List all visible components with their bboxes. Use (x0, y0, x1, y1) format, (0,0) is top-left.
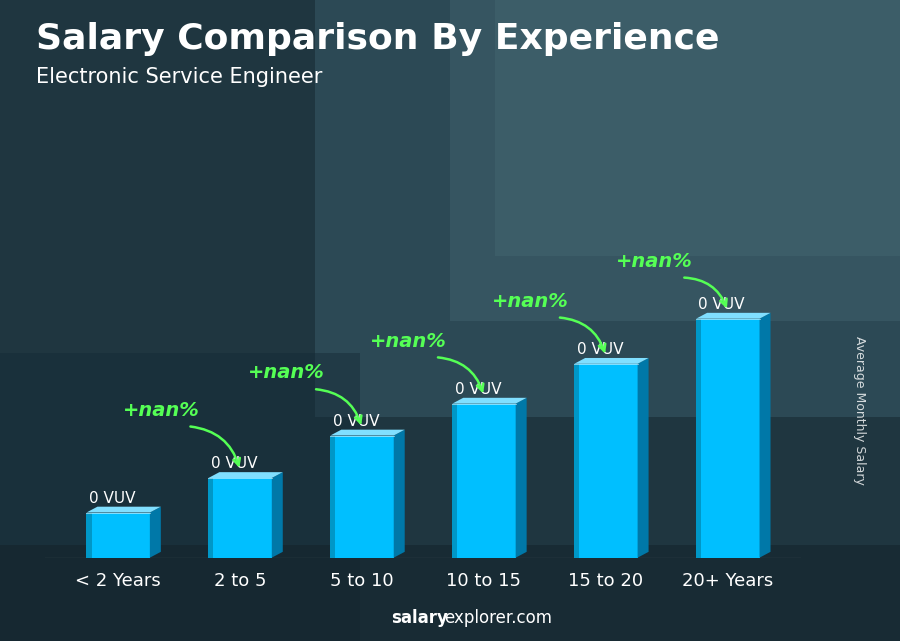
Polygon shape (760, 313, 770, 558)
Bar (0, 353, 360, 641)
Text: salary: salary (392, 609, 448, 627)
Text: 0 VUV: 0 VUV (454, 382, 501, 397)
Bar (453, 404, 516, 558)
Polygon shape (574, 358, 649, 364)
Text: 0 VUV: 0 VUV (698, 297, 745, 312)
Bar (86, 513, 92, 558)
Text: +nan%: +nan% (370, 331, 446, 351)
Bar (209, 478, 272, 558)
Polygon shape (86, 506, 161, 513)
Text: +nan%: +nan% (122, 401, 199, 420)
Text: 0 VUV: 0 VUV (577, 342, 623, 357)
Text: 0 VUV: 0 VUV (333, 414, 379, 429)
Text: explorer.com: explorer.com (444, 609, 552, 627)
Text: < 2 Years: < 2 Years (76, 572, 161, 590)
FancyArrowPatch shape (684, 278, 726, 306)
Text: 20+ Years: 20+ Years (682, 572, 773, 590)
Bar (330, 435, 393, 558)
Bar (574, 364, 637, 558)
Bar (315, 0, 900, 417)
Polygon shape (516, 398, 526, 558)
Polygon shape (696, 313, 770, 319)
Polygon shape (272, 472, 283, 558)
Text: +nan%: +nan% (492, 292, 569, 311)
Polygon shape (150, 506, 161, 558)
Text: 5 to 10: 5 to 10 (330, 572, 394, 590)
Text: +nan%: +nan% (248, 363, 325, 383)
Bar (696, 319, 701, 558)
Bar (453, 404, 457, 558)
Bar (209, 478, 213, 558)
Text: 2 to 5: 2 to 5 (214, 572, 266, 590)
Bar (86, 513, 150, 558)
Bar (574, 364, 580, 558)
Polygon shape (453, 398, 526, 404)
FancyArrowPatch shape (438, 358, 483, 391)
Polygon shape (637, 358, 649, 558)
FancyArrowPatch shape (191, 426, 239, 465)
Text: 0 VUV: 0 VUV (211, 456, 257, 471)
Bar (450, 0, 900, 320)
Text: +nan%: +nan% (616, 252, 693, 271)
Bar (696, 319, 760, 558)
Polygon shape (209, 472, 283, 478)
Polygon shape (393, 429, 405, 558)
Polygon shape (330, 429, 405, 435)
Text: Salary Comparison By Experience: Salary Comparison By Experience (36, 22, 719, 56)
Bar (0, 545, 900, 641)
Text: 10 to 15: 10 to 15 (446, 572, 521, 590)
FancyArrowPatch shape (316, 389, 362, 423)
Bar (330, 435, 336, 558)
FancyArrowPatch shape (560, 317, 606, 351)
Text: Electronic Service Engineer: Electronic Service Engineer (36, 67, 322, 87)
Text: 0 VUV: 0 VUV (89, 491, 135, 506)
Bar (495, 0, 900, 256)
Text: 15 to 20: 15 to 20 (568, 572, 644, 590)
Text: Average Monthly Salary: Average Monthly Salary (853, 336, 866, 485)
